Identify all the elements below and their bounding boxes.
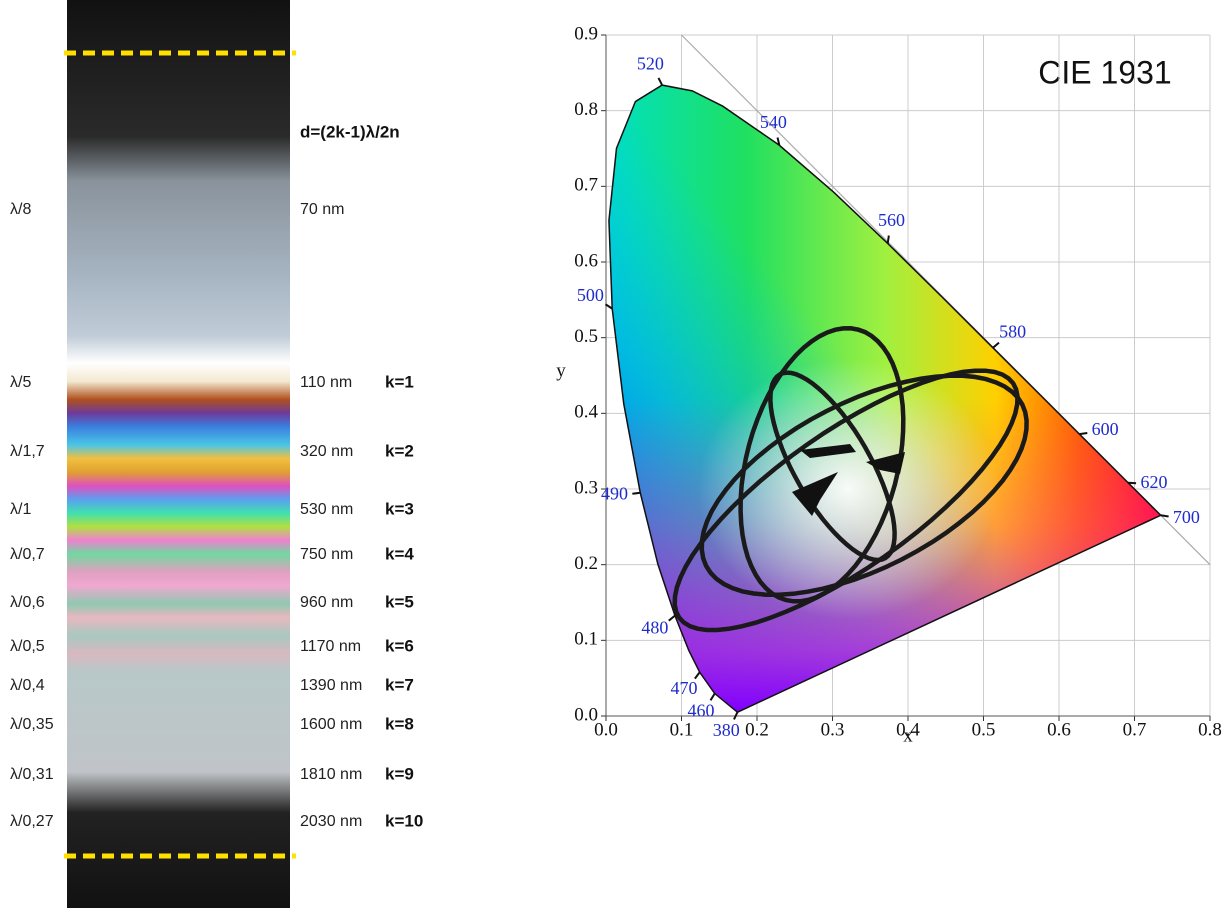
order-label: k=7 xyxy=(385,675,414,694)
y-axis-label: y xyxy=(556,360,566,381)
wavelength-label: 480 xyxy=(641,618,668,638)
wavelength-label: 490 xyxy=(601,484,628,504)
order-label: k=5 xyxy=(385,592,414,611)
fraction-label: λ/8 xyxy=(10,201,31,218)
fraction-label: λ/0,4 xyxy=(10,677,45,694)
figure: d=(2k-1)λ/2n λ/8 70 nm λ/5 110 nm k=1 λ/1,7 32… xyxy=(0,0,1227,908)
x-tick-label: 0.3 xyxy=(821,719,845,740)
x-tick-label: 0.4 xyxy=(896,719,920,740)
wavelength-label: 540 xyxy=(760,112,787,132)
formula: d=(2k-1)λ/2n xyxy=(300,122,400,141)
y-tick-label: 0.5 xyxy=(574,326,598,347)
locus-tick xyxy=(993,343,999,348)
thickness-label: 70 nm xyxy=(300,201,344,218)
locus-tick xyxy=(1161,515,1169,516)
fraction-label: λ/0,5 xyxy=(10,638,45,655)
y-tick-label: 0.2 xyxy=(574,553,598,574)
y-tick-label: 0.4 xyxy=(574,402,598,423)
order-label: k=1 xyxy=(385,372,414,391)
locus-tick xyxy=(888,236,889,244)
order-label: k=8 xyxy=(385,714,414,733)
thickness-label: 110 nm xyxy=(300,374,352,391)
thickness-label: 1600 nm xyxy=(300,716,362,733)
order-label: k=2 xyxy=(385,441,414,460)
thickness-label: 320 nm xyxy=(300,443,353,460)
wavelength-label: 460 xyxy=(688,700,715,720)
locus-tick xyxy=(632,493,640,494)
wavelength-label: 620 xyxy=(1141,472,1168,492)
order-label: k=6 xyxy=(385,636,414,655)
order-label: k=3 xyxy=(385,499,414,518)
y-tick-label: 0.0 xyxy=(574,704,598,725)
locus-tick xyxy=(669,616,675,621)
thickness-label: 1390 nm xyxy=(300,677,362,694)
fraction-label: λ/0,31 xyxy=(10,766,54,783)
wavelength-label: 520 xyxy=(637,54,664,74)
chart-title: CIE 1931 xyxy=(1038,54,1171,90)
wavelength-label: 380 xyxy=(713,720,740,740)
x-tick-label: 0.6 xyxy=(1047,719,1071,740)
order-label: k=9 xyxy=(385,764,414,783)
wavelength-label: 600 xyxy=(1092,419,1119,439)
fraction-label: λ/0,7 xyxy=(10,546,45,563)
wavelength-label: 470 xyxy=(671,678,698,698)
y-tick-label: 0.6 xyxy=(574,250,598,271)
locus-tick xyxy=(1079,433,1087,434)
film-strip: d=(2k-1)λ/2n λ/8 70 nm λ/5 110 nm k=1 λ/1,7 32… xyxy=(10,0,423,908)
wavelength-label: 500 xyxy=(577,285,604,305)
fraction-label: λ/1,7 xyxy=(10,443,45,460)
thickness-label: 2030 nm xyxy=(300,813,362,830)
fraction-label: λ/5 xyxy=(10,374,31,391)
locus-tick xyxy=(658,78,662,85)
fraction-label: λ/0,6 xyxy=(10,594,45,611)
strip-photo xyxy=(67,0,290,908)
wavelength-label: 580 xyxy=(999,322,1026,342)
fraction-label: λ/0,35 xyxy=(10,716,54,733)
x-tick-label: 0.1 xyxy=(670,719,694,740)
x-tick-label: 0.8 xyxy=(1198,719,1222,740)
x-tick-label: 0.7 xyxy=(1123,719,1147,740)
fraction-label: λ/0,27 xyxy=(10,813,54,830)
y-tick-label: 0.9 xyxy=(574,23,598,44)
fraction-label: λ/1 xyxy=(10,501,31,518)
x-tick-label: 0.2 xyxy=(745,719,769,740)
y-tick-label: 0.3 xyxy=(574,477,598,498)
wavelength-label: 560 xyxy=(878,210,905,230)
thickness-label: 1810 nm xyxy=(300,766,362,783)
thickness-label: 960 nm xyxy=(300,594,353,611)
y-tick-label: 0.7 xyxy=(574,175,598,196)
y-tick-label: 0.8 xyxy=(574,99,598,120)
x-tick-label: 0.5 xyxy=(972,719,996,740)
order-label: k=4 xyxy=(385,544,414,563)
thickness-label: 1170 nm xyxy=(300,638,361,655)
y-tick-label: 0.1 xyxy=(574,629,598,650)
thickness-label: 530 nm xyxy=(300,501,353,518)
order-label: k=10 xyxy=(385,811,423,830)
locus-tick xyxy=(711,694,715,701)
wavelength-label: 700 xyxy=(1173,507,1200,527)
thickness-label: 750 nm xyxy=(300,546,353,563)
